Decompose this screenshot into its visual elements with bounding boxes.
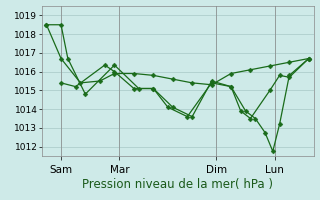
X-axis label: Pression niveau de la mer( hPa ): Pression niveau de la mer( hPa ) bbox=[82, 178, 273, 191]
